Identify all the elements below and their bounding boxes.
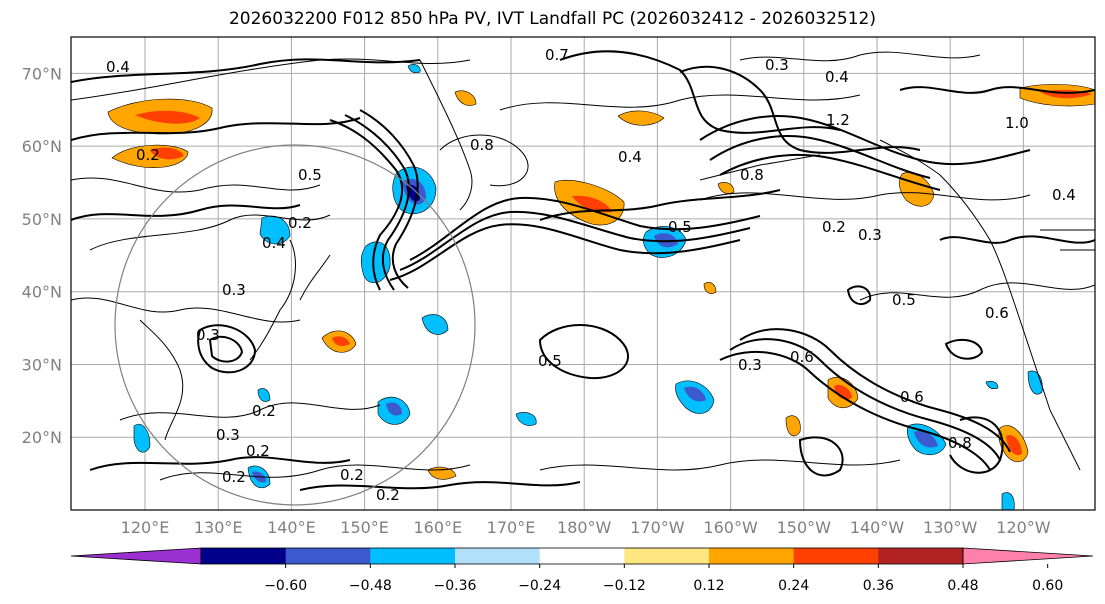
colorbar-segment [455, 548, 541, 564]
colorbar-segment [539, 548, 625, 564]
contour-label: 0.3 [738, 356, 762, 374]
contour-label: 0.3 [765, 56, 789, 74]
contour-label: 0.2 [288, 214, 312, 232]
contour-label: 0.8 [470, 136, 494, 154]
contour-label: 0.3 [216, 426, 240, 444]
contour-label: 0.4 [618, 148, 642, 166]
contour-label: 0.6 [790, 348, 814, 366]
contour-label: 0.2 [340, 466, 364, 484]
contour-label: 0.4 [825, 68, 849, 86]
colorbar-tick-label: 0.48 [947, 578, 978, 594]
pv-thin-contours [71, 51, 1095, 481]
longitude-label: 130°E [194, 518, 243, 537]
contour-label: 0.5 [892, 291, 916, 309]
colorbar-frame [200, 547, 964, 565]
contour-label: 0.5 [538, 352, 562, 370]
longitude-label: 120°E [121, 518, 170, 537]
longitude-label: 160°W [703, 518, 758, 537]
contour-label: 0.3 [222, 281, 246, 299]
contour-label: 1.2 [826, 111, 850, 129]
colorbar-tick-label: −0.24 [518, 578, 561, 594]
longitude-label: 150°W [777, 518, 832, 537]
longitude-label: 130°W [923, 518, 978, 537]
colorbar-tick-label: −0.12 [603, 578, 646, 594]
colorbar-tick-label: 0.60 [1032, 578, 1063, 594]
contour-label: 0.5 [668, 218, 692, 236]
latitude-label: 40°N [22, 283, 62, 302]
colorbar-segment [370, 548, 456, 564]
longitude-label: 160°E [413, 518, 462, 537]
contour-label: 0.8 [740, 166, 764, 184]
colorbar-extend-low [70, 547, 202, 565]
contour-label: 0.2 [252, 402, 276, 420]
colorbar-segment [709, 548, 795, 564]
colorbar-segment [201, 548, 287, 564]
contour-label: 0.6 [900, 388, 924, 406]
latitude-labels: 70°N 60°N 50°N 40°N 30°N 20°N [22, 64, 62, 447]
coastlines [139, 59, 1095, 471]
colorbar-extend-high [962, 547, 1094, 565]
colorbar-segment [285, 548, 371, 564]
colorbar-tick-label: −0.36 [434, 578, 477, 594]
longitude-label: 170°E [487, 518, 536, 537]
latitude-label: 30°N [22, 355, 62, 374]
colorbar-tick-label: −0.48 [349, 578, 392, 594]
contour-label: 0.5 [298, 166, 322, 184]
contour-label: 0.4 [1052, 186, 1076, 204]
latitude-label: 50°N [22, 210, 62, 229]
contour-label: 0.7 [545, 46, 569, 64]
contour-label: 0.2 [246, 442, 270, 460]
longitude-label: 180°W [557, 518, 612, 537]
longitude-label: 140°E [267, 518, 316, 537]
longitude-label: 150°E [340, 518, 389, 537]
contour-label: 0.2 [822, 218, 846, 236]
latitude-label: 70°N [22, 64, 62, 83]
map-border [70, 36, 1096, 511]
latitude-label: 60°N [22, 137, 62, 156]
contour-label: 0.2 [136, 146, 160, 164]
colorbar-tick-label: −0.60 [264, 578, 307, 594]
map-title: 2026032200 F012 850 hPa PV, IVT Landfall… [228, 9, 876, 29]
colorbar-segment [878, 548, 964, 564]
landfall-region-circle [114, 144, 476, 506]
contour-label: 0.4 [262, 234, 286, 252]
longitude-label: 140°W [850, 518, 905, 537]
contour-labels: 0.4 0.7 0.3 0.4 1.2 1.0 0.2 0.5 0.2 0.4 … [106, 46, 1076, 504]
colorbar-tick-label: 0.24 [778, 578, 809, 594]
contour-label: 0.2 [222, 468, 246, 486]
latitude-label: 20°N [22, 428, 62, 447]
contour-label: 0.3 [858, 226, 882, 244]
contour-label: 1.0 [1005, 114, 1029, 132]
contour-label: 0.4 [106, 58, 130, 76]
colorbar: −0.60 −0.48 −0.36 −0.24 −0.12 0.12 0.24 0.36 0.4… [70, 547, 1094, 594]
colorbar-segment [793, 548, 879, 564]
longitude-label: 170°W [630, 518, 685, 537]
colorbar-segment [624, 548, 710, 564]
colorbar-tick-label: 0.36 [863, 578, 894, 594]
longitude-labels: 120°E 130°E 140°E 150°E 160°E 170°E 180°W 170°W… [121, 518, 1051, 537]
ivt-thick-contours [71, 50, 1095, 491]
contour-label: 0.3 [196, 326, 220, 344]
contour-label: 0.2 [376, 486, 400, 504]
colorbar-tick-label: 0.12 [693, 578, 724, 594]
longitude-label: 120°W [996, 518, 1051, 537]
contour-label: 0.8 [948, 434, 972, 452]
contour-label: 0.6 [985, 304, 1009, 322]
graticule [71, 37, 1095, 510]
